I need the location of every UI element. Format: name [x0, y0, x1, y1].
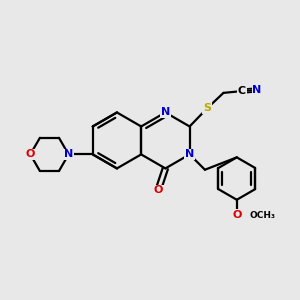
Text: C: C: [238, 86, 246, 96]
Text: N: N: [185, 149, 194, 159]
Text: N: N: [252, 85, 262, 95]
Text: O: O: [26, 149, 35, 159]
Text: O: O: [153, 185, 163, 196]
Text: S: S: [203, 103, 211, 113]
Text: N: N: [161, 107, 170, 118]
Text: OCH₃: OCH₃: [249, 211, 275, 220]
Text: O: O: [232, 210, 242, 220]
Text: N: N: [64, 149, 73, 159]
